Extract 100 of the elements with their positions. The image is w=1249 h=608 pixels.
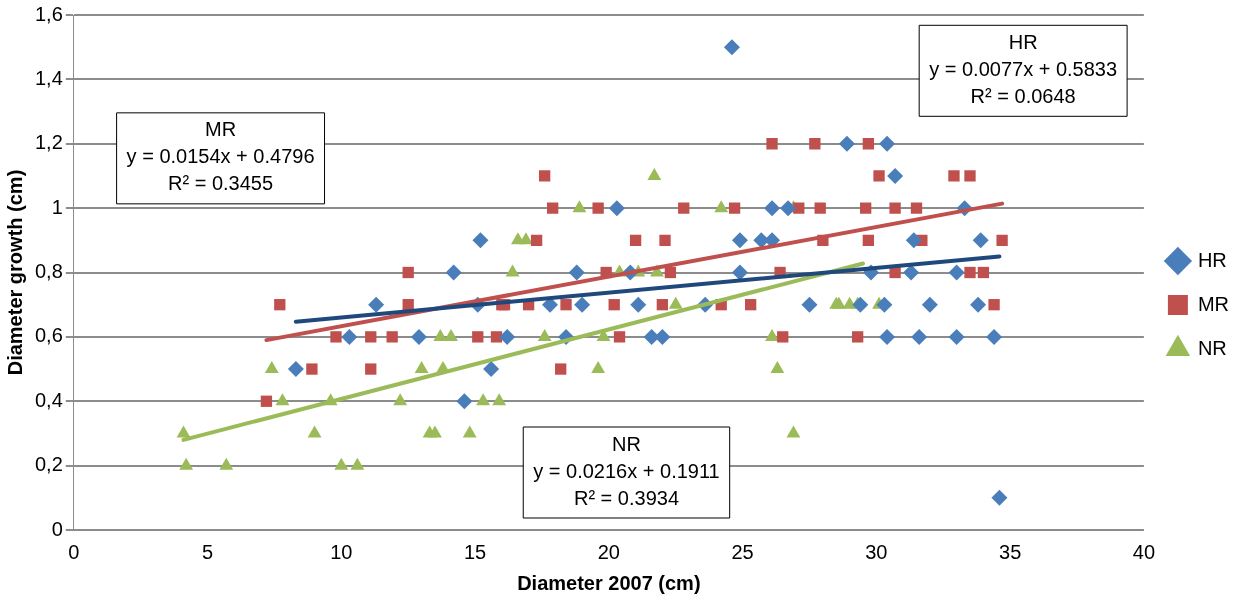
- y-tick-label: 0: [51, 517, 63, 540]
- point: [330, 331, 342, 343]
- point: [988, 299, 1000, 311]
- point: [921, 296, 938, 313]
- legend-label: NR: [1197, 336, 1227, 359]
- point: [341, 328, 358, 345]
- point: [948, 170, 960, 182]
- point: [591, 361, 606, 374]
- point: [991, 489, 1008, 506]
- point: [766, 138, 778, 150]
- point: [275, 393, 290, 406]
- y-tick-label: 1,6: [34, 2, 63, 25]
- point: [444, 328, 458, 341]
- point: [555, 363, 567, 375]
- point: [910, 202, 923, 214]
- point: [505, 264, 520, 277]
- point: [176, 425, 191, 438]
- y-tick-label: 0,2: [34, 453, 63, 476]
- point: [964, 170, 976, 182]
- x-tick-label: 30: [865, 540, 888, 563]
- annotation: MR y = 0.0154x + 0.4796 R² = 0.3455: [126, 118, 315, 195]
- point: [972, 232, 989, 249]
- y-tick-label: 0,4: [34, 388, 63, 411]
- point: [179, 457, 194, 470]
- point: [492, 393, 507, 406]
- point: [483, 361, 500, 378]
- point: [350, 457, 365, 470]
- point: [948, 264, 965, 281]
- annotation: NR y = 0.0216x + 0.1911 R² = 0.3934: [533, 432, 720, 509]
- x-tick-label: 0: [68, 540, 80, 563]
- point: [889, 202, 901, 214]
- point: [613, 331, 626, 343]
- point: [770, 361, 785, 374]
- point: [851, 331, 864, 343]
- point: [547, 202, 559, 214]
- x-tick-label: 10: [330, 540, 353, 563]
- point: [977, 266, 990, 279]
- point: [809, 138, 821, 150]
- point: [911, 328, 928, 345]
- point: [793, 202, 805, 214]
- x-axis-title: Diameter 2007 (cm): [517, 571, 701, 594]
- y-tick-label: 1,2: [34, 131, 63, 154]
- point: [274, 299, 286, 311]
- point: [445, 264, 462, 281]
- point: [873, 170, 885, 182]
- point: [668, 296, 683, 309]
- point: [862, 138, 874, 150]
- point: [656, 299, 669, 311]
- point: [996, 234, 1008, 246]
- point: [264, 361, 279, 374]
- point: [219, 457, 234, 470]
- point: [574, 296, 591, 313]
- point: [970, 296, 987, 313]
- point: [786, 425, 801, 438]
- point: [876, 296, 893, 313]
- point: [723, 39, 740, 56]
- y-axis-title: Diameter growth (cm): [3, 169, 26, 376]
- point: [433, 328, 448, 341]
- point: [472, 331, 484, 343]
- point: [410, 328, 427, 345]
- point: [490, 331, 503, 343]
- point: [731, 264, 748, 281]
- point: [572, 200, 587, 213]
- point: [777, 331, 789, 343]
- y-tick-label: 1,4: [34, 66, 63, 89]
- point: [568, 264, 585, 281]
- point: [365, 331, 377, 343]
- point: [964, 266, 976, 279]
- point: [260, 395, 273, 407]
- point: [538, 170, 551, 182]
- point: [307, 425, 322, 438]
- point: [903, 264, 920, 281]
- x-tick-label: 25: [731, 540, 754, 563]
- point: [462, 425, 477, 438]
- point: [948, 328, 965, 345]
- point: [630, 296, 647, 313]
- point: [905, 232, 922, 249]
- point: [714, 200, 729, 213]
- legend-label: MR: [1197, 292, 1230, 315]
- point: [879, 135, 896, 152]
- point: [664, 266, 677, 279]
- y-tick-label: 0,8: [34, 260, 63, 283]
- x-tick-label: 5: [202, 540, 214, 563]
- point: [537, 328, 552, 341]
- annotation: HR y = 0.0077x + 0.5833 R² = 0.0648: [929, 30, 1118, 107]
- point: [530, 234, 543, 246]
- point: [608, 299, 620, 311]
- y-tick-label: 1: [51, 195, 63, 218]
- point: [765, 328, 779, 341]
- legend-label: HR: [1197, 248, 1227, 271]
- point: [860, 202, 872, 214]
- point: [986, 328, 1003, 345]
- point: [678, 202, 690, 214]
- point: [334, 457, 349, 470]
- point: [393, 393, 408, 406]
- point: [306, 363, 318, 375]
- point: [764, 200, 781, 217]
- point: [731, 232, 748, 249]
- point: [560, 299, 572, 311]
- point: [780, 200, 797, 217]
